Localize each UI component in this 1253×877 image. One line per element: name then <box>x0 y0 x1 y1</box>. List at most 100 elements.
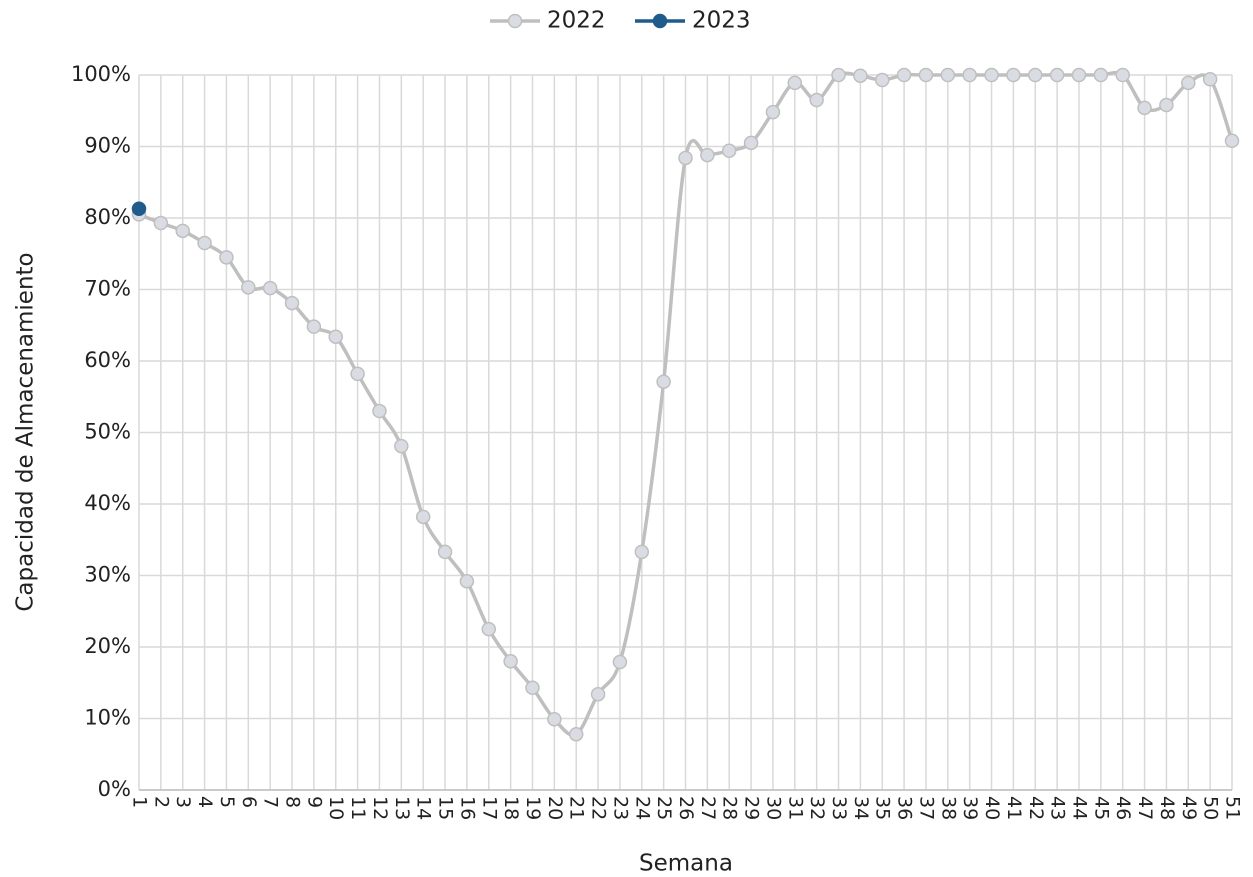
x-tick-label: 51 <box>1222 796 1244 820</box>
point <box>526 681 539 694</box>
x-tick-label: 5 <box>216 796 238 808</box>
point <box>1182 76 1195 89</box>
x-tick-label: 24 <box>631 796 653 820</box>
x-tick-label: 1 <box>129 796 151 808</box>
point <box>1029 69 1042 82</box>
point <box>1051 69 1064 82</box>
point <box>1226 134 1239 147</box>
x-tick-label: 16 <box>456 796 478 820</box>
x-tick-label: 44 <box>1068 796 1090 820</box>
x-tick-label: 23 <box>609 796 631 820</box>
point <box>286 297 299 310</box>
x-tick-label: 42 <box>1025 796 1047 820</box>
point <box>745 136 758 149</box>
x-tick-label: 19 <box>522 796 544 820</box>
y-tick-label: 10% <box>84 706 131 730</box>
y-tick-label: 100% <box>71 62 131 86</box>
x-tick-label: 9 <box>303 796 325 808</box>
point <box>788 76 801 89</box>
point <box>876 74 889 87</box>
point <box>264 282 277 295</box>
x-tick-label: 48 <box>1156 796 1178 820</box>
point <box>373 405 386 418</box>
x-tick-label: 7 <box>260 796 282 808</box>
x-tick-label: 13 <box>391 796 413 820</box>
point <box>679 151 692 164</box>
point <box>1204 73 1217 86</box>
point <box>832 69 845 82</box>
x-tick-label: 40 <box>981 796 1003 820</box>
x-tick-label: 34 <box>850 796 872 820</box>
x-tick-label: 15 <box>435 796 457 820</box>
legend-marker <box>654 15 667 28</box>
x-tick-label: 47 <box>1134 796 1156 820</box>
x-tick-label: 3 <box>172 796 194 808</box>
y-tick-label: 80% <box>84 205 131 229</box>
point <box>1116 69 1129 82</box>
y-tick-label: 50% <box>84 420 131 444</box>
x-tick-label: 50 <box>1200 796 1222 820</box>
point <box>460 575 473 588</box>
point <box>592 688 605 701</box>
chart: Semana Capacidad de Almacenamiento 0% 10%… <box>0 0 1253 877</box>
x-tick-label: 31 <box>784 796 806 820</box>
point <box>307 320 320 333</box>
point <box>1160 99 1173 112</box>
point <box>1072 69 1085 82</box>
point <box>482 623 495 636</box>
x-tick-label: 30 <box>762 796 784 820</box>
y-tick-label: 70% <box>84 277 131 301</box>
x-tick-label: 49 <box>1178 796 1200 820</box>
point <box>963 69 976 82</box>
point <box>898 69 911 82</box>
point <box>1007 69 1020 82</box>
point <box>439 545 452 558</box>
point <box>395 440 408 453</box>
x-tick-label: 17 <box>478 796 500 820</box>
x-tick-label: 18 <box>500 796 522 820</box>
x-tick-label: 32 <box>806 796 828 820</box>
point <box>242 281 255 294</box>
point <box>985 69 998 82</box>
point <box>570 728 583 741</box>
point <box>417 510 430 523</box>
x-tick-label: 26 <box>675 796 697 820</box>
legend-label: 2022 <box>547 8 606 34</box>
x-tick-label: 39 <box>959 796 981 820</box>
y-tick-label: 90% <box>84 134 131 158</box>
y-tick-label: 30% <box>84 563 131 587</box>
point <box>854 69 867 82</box>
y-tick-label: 60% <box>84 348 131 372</box>
x-tick-label: 2 <box>150 796 172 808</box>
point <box>766 106 779 119</box>
point <box>919 69 932 82</box>
x-tick-label: 36 <box>894 796 916 820</box>
point <box>220 251 233 264</box>
point <box>1094 69 1107 82</box>
y-tick-label: 20% <box>84 634 131 658</box>
point <box>154 217 167 230</box>
x-tick-label: 45 <box>1090 796 1112 820</box>
x-tick-label: 6 <box>238 796 260 808</box>
x-tick-label: 37 <box>915 796 937 820</box>
x-tick-label: 33 <box>828 796 850 820</box>
y-tick-label: 0% <box>98 777 131 801</box>
x-tick-label: 14 <box>413 796 435 820</box>
legend-label: 2023 <box>692 8 751 34</box>
point <box>657 375 670 388</box>
x-tick-label: 27 <box>697 796 719 820</box>
point <box>613 656 626 669</box>
point <box>351 367 364 380</box>
x-tick-label: 25 <box>653 796 675 820</box>
point <box>329 330 342 343</box>
x-tick-label: 43 <box>1047 796 1069 820</box>
point <box>133 202 146 215</box>
point <box>504 655 517 668</box>
x-axis-title: Semana <box>639 851 733 877</box>
point <box>198 237 211 250</box>
x-tick-label: 29 <box>741 796 763 820</box>
y-axis-title: Capacidad de Almacenamiento <box>13 252 39 611</box>
x-tick-label: 35 <box>872 796 894 820</box>
point <box>810 94 823 107</box>
point <box>701 149 714 162</box>
